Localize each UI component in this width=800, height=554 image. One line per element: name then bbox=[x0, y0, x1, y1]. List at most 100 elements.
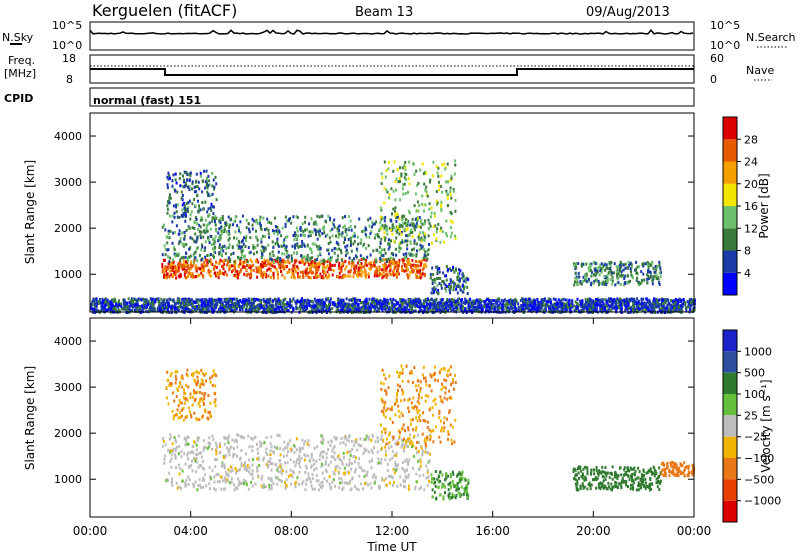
data-cell bbox=[598, 266, 601, 269]
data-cell bbox=[281, 226, 284, 230]
data-cell bbox=[420, 239, 423, 243]
data-cell bbox=[599, 263, 602, 267]
data-cell bbox=[445, 180, 447, 184]
data-cell bbox=[593, 301, 596, 305]
data-cell bbox=[345, 233, 348, 237]
data-cell bbox=[207, 183, 210, 187]
data-cell bbox=[672, 302, 675, 306]
data-cell bbox=[405, 255, 408, 259]
data-cell bbox=[300, 300, 303, 304]
data-cell bbox=[180, 309, 183, 313]
data-cell bbox=[389, 268, 392, 272]
data-cell bbox=[348, 256, 351, 260]
data-cell bbox=[663, 307, 666, 311]
data-cell bbox=[591, 301, 594, 305]
data-cell bbox=[371, 298, 373, 302]
data-cell bbox=[361, 244, 364, 248]
data-cell bbox=[423, 203, 426, 207]
data-cell bbox=[603, 275, 606, 278]
data-cell bbox=[633, 304, 635, 308]
data-cell bbox=[395, 253, 398, 257]
data-cell bbox=[652, 275, 655, 279]
data-cell bbox=[372, 222, 375, 226]
data-cell bbox=[286, 302, 289, 305]
data-cell bbox=[100, 309, 103, 313]
data-cell bbox=[295, 226, 298, 230]
data-cell bbox=[396, 230, 399, 234]
data-cell bbox=[326, 270, 329, 274]
data-cell bbox=[610, 261, 613, 265]
data-cell bbox=[574, 300, 577, 304]
data-cell bbox=[432, 160, 435, 164]
data-cell bbox=[250, 272, 253, 276]
data-cell bbox=[359, 241, 362, 245]
data-cell bbox=[226, 223, 229, 227]
data-cell bbox=[438, 306, 441, 310]
data-cell bbox=[593, 280, 596, 284]
data-cell bbox=[100, 307, 103, 311]
data-cell bbox=[440, 208, 443, 212]
data-cell bbox=[308, 270, 311, 274]
data-cell bbox=[441, 280, 444, 283]
data-cell bbox=[355, 264, 358, 268]
data-cell bbox=[499, 301, 502, 305]
data-cell bbox=[358, 266, 361, 270]
data-cell bbox=[537, 306, 540, 310]
data-cell bbox=[616, 275, 619, 279]
data-cell bbox=[163, 275, 165, 279]
data-cell bbox=[137, 309, 140, 313]
data-cell bbox=[339, 275, 342, 279]
data-cell bbox=[495, 299, 498, 303]
data-cell bbox=[326, 305, 329, 309]
data-cell bbox=[427, 248, 430, 252]
data-cell bbox=[502, 302, 505, 306]
data-cell bbox=[363, 229, 366, 233]
data-cell bbox=[316, 254, 319, 258]
data-cell bbox=[149, 304, 152, 307]
cpid-panel: CPID normal (fast) 151 bbox=[4, 87, 695, 107]
data-cell bbox=[187, 185, 190, 189]
data-cell bbox=[399, 229, 401, 233]
data-cell bbox=[166, 267, 169, 271]
data-cell bbox=[193, 198, 196, 201]
data-cell bbox=[684, 303, 687, 307]
data-cell bbox=[658, 283, 661, 286]
data-cell bbox=[227, 256, 230, 260]
data-cell bbox=[451, 298, 453, 302]
data-cell bbox=[692, 299, 695, 303]
data-cell bbox=[446, 192, 449, 196]
data-cell bbox=[308, 230, 311, 234]
data-cell bbox=[508, 299, 511, 303]
data-cell bbox=[183, 242, 185, 246]
data-cell bbox=[211, 216, 214, 220]
data-cell bbox=[197, 307, 200, 311]
data-cell bbox=[263, 299, 265, 303]
data-cell bbox=[425, 300, 428, 304]
data-cell bbox=[154, 308, 157, 311]
data-cell bbox=[392, 303, 395, 306]
data-cell bbox=[272, 305, 275, 309]
data-cell bbox=[678, 308, 681, 312]
data-cell bbox=[276, 270, 279, 274]
data-cell bbox=[485, 309, 488, 313]
data-cell bbox=[200, 258, 203, 262]
data-cell bbox=[388, 193, 391, 197]
data-cell bbox=[303, 299, 306, 302]
data-cell bbox=[431, 266, 434, 270]
data-cell bbox=[647, 265, 650, 269]
data-cell bbox=[391, 260, 394, 264]
data-cell bbox=[624, 266, 627, 270]
data-cell bbox=[681, 302, 684, 306]
data-cell bbox=[324, 266, 327, 270]
data-cell bbox=[440, 174, 443, 178]
data-cell bbox=[389, 297, 392, 301]
data-cell bbox=[297, 267, 300, 271]
data-cell bbox=[402, 269, 404, 272]
data-cell bbox=[390, 187, 393, 191]
data-cell bbox=[458, 279, 461, 283]
data-cell bbox=[600, 262, 603, 266]
data-cell bbox=[586, 307, 589, 311]
data-cell bbox=[467, 277, 470, 281]
data-cell bbox=[256, 222, 259, 225]
data-cell bbox=[166, 304, 168, 308]
